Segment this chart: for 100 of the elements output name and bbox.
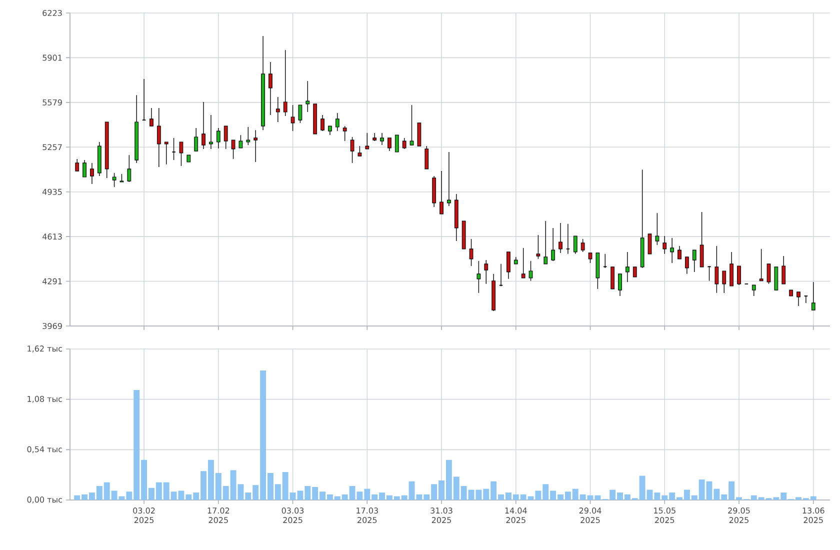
candlestick [394, 134, 399, 152]
candlestick [692, 250, 696, 272]
y-tick-label: 1,08 тыс [28, 396, 62, 403]
candlestick [796, 292, 800, 306]
candlestick [737, 266, 741, 286]
x-tick-label: 14.04 2025 [505, 508, 527, 524]
candlestick [335, 112, 340, 132]
candlestick [521, 248, 526, 278]
y-tick-label: 5901 [42, 54, 62, 61]
candlestick [358, 146, 362, 156]
y-tick-label: 3969 [42, 322, 62, 330]
candlestick [127, 154, 132, 182]
candlestick [268, 62, 272, 116]
candlestick [90, 162, 94, 184]
candlestick [290, 104, 295, 132]
candlestick [164, 142, 168, 165]
candlestick [558, 222, 562, 254]
candlestick [238, 134, 243, 148]
candlestick [216, 128, 220, 149]
candlestick [82, 160, 86, 178]
candlestick [551, 228, 556, 262]
candlestick [774, 266, 778, 290]
y-tick-label: 4613 [42, 234, 62, 240]
candlestick [142, 78, 146, 121]
x-tick-label: 31.03 2025 [430, 508, 452, 524]
candlestick [410, 104, 414, 146]
candlestick [588, 252, 592, 264]
candlestick [469, 238, 474, 266]
x-tick-label: 29.05 2025 [728, 508, 750, 524]
candlestick [440, 170, 444, 214]
candlestick [209, 114, 213, 150]
candlestick [670, 238, 674, 264]
candlestick [782, 256, 786, 284]
y-tick-label: 4291 [42, 278, 62, 284]
y-tick-label: 0,54 тыс [27, 446, 62, 454]
candlestick [417, 122, 422, 146]
candlestick [804, 296, 808, 304]
candlestick [202, 102, 206, 150]
candlestick [224, 126, 228, 150]
candlestick [498, 264, 504, 287]
candlestick [632, 266, 637, 278]
candlestick [179, 142, 184, 166]
candlestick [380, 132, 384, 146]
candlestick [298, 104, 302, 124]
candlestick [388, 138, 392, 152]
y-tick-label: 4935 [42, 188, 62, 195]
candlestick [246, 126, 250, 146]
candlestick [573, 236, 578, 254]
candlestick [484, 260, 488, 284]
candlestick [752, 284, 756, 296]
y-tick-label: 5579 [42, 99, 62, 106]
x-tick-label: 17.03 2025 [356, 508, 378, 524]
candlestick [544, 220, 548, 264]
candlestick [506, 252, 510, 280]
candlestick [306, 80, 310, 112]
candlestick [150, 108, 154, 126]
candlestick [655, 212, 660, 246]
candlestick [811, 282, 816, 310]
candlestick [610, 266, 615, 290]
candlestick [320, 114, 324, 132]
y-tick-label: 6223 [42, 10, 62, 16]
candlestick [714, 246, 719, 294]
candlestick [722, 270, 726, 294]
candlestick [276, 96, 280, 122]
candlestick [580, 238, 585, 252]
candlestick [476, 260, 481, 294]
x-tick-label: 29.04 2025 [579, 508, 602, 524]
x-tick-label: 13.06 2025 [802, 508, 824, 524]
candlestick [528, 260, 533, 282]
candlestick [766, 264, 771, 284]
x-tick-label: 03.02 2025 [133, 508, 155, 524]
candlestick [447, 152, 451, 206]
candlestick [402, 138, 406, 150]
candlestick [172, 138, 176, 160]
candlestick [231, 140, 236, 160]
candlestick [730, 252, 734, 286]
y-tick-label: 5257 [42, 144, 62, 150]
candlestick [365, 132, 370, 150]
candlestick [328, 126, 332, 136]
candlestick [626, 252, 630, 282]
candlestick [566, 224, 570, 254]
candlestick [678, 246, 682, 260]
candlestick [536, 234, 540, 260]
candlestick [759, 248, 764, 282]
x-tick-label: 15.05 2025 [654, 508, 676, 524]
candlestick [662, 236, 667, 254]
candlestick [342, 126, 347, 142]
candlestick [685, 256, 689, 274]
candlestick [156, 108, 161, 168]
candlestick [194, 128, 198, 152]
candlestick [75, 158, 80, 172]
candlestick [112, 172, 116, 188]
candlestick [424, 146, 429, 170]
x-tick-label: 03.03 2025 [282, 508, 304, 524]
candlestick [350, 136, 354, 164]
candlestick [254, 130, 258, 162]
candlestick [648, 234, 652, 254]
candlestick [618, 274, 622, 296]
candlestick [283, 50, 288, 116]
y-tick-label: 0,00 тыс [27, 496, 62, 504]
